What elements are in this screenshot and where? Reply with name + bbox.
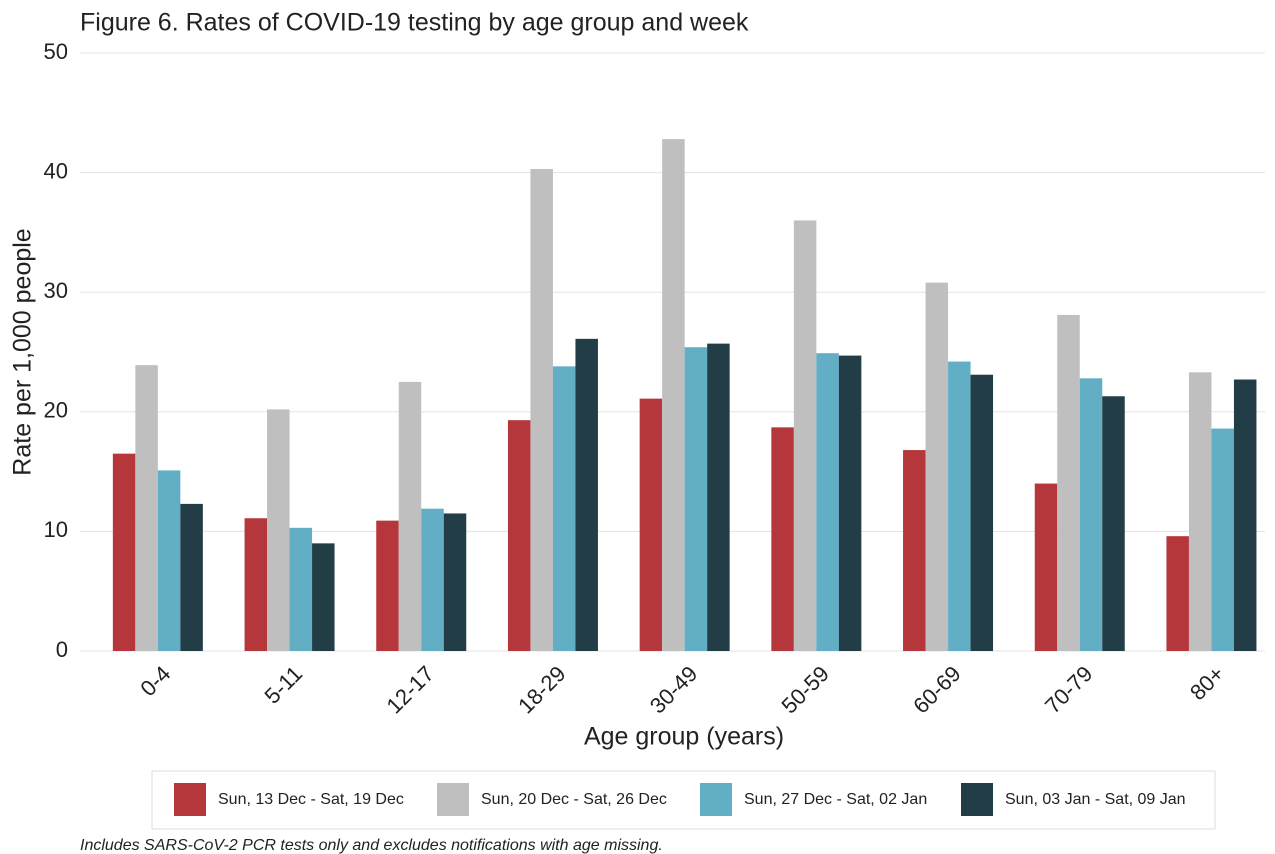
bar — [530, 169, 553, 651]
x-tick-label: 30-49 — [645, 661, 702, 718]
y-tick-label: 0 — [56, 637, 68, 662]
bar — [552, 366, 576, 651]
footnote: Includes SARS-CoV-2 PCR tests only and e… — [80, 837, 663, 854]
legend-swatch — [174, 783, 206, 816]
legend-label: Sun, 13 Dec - Sat, 19 Dec — [218, 791, 404, 808]
bar — [575, 338, 598, 651]
bar — [1102, 396, 1125, 651]
y-tick-label: 20 — [44, 398, 68, 423]
bar — [707, 343, 730, 651]
bar — [398, 381, 422, 651]
bar — [684, 347, 708, 651]
legend-swatch — [437, 783, 469, 816]
bar — [244, 518, 268, 651]
legend-box — [151, 770, 1216, 830]
bar — [376, 520, 399, 651]
bar — [903, 450, 926, 651]
bar — [1166, 536, 1189, 651]
bar — [639, 398, 663, 651]
bar — [771, 427, 794, 651]
bar — [925, 282, 949, 651]
bar — [507, 420, 531, 651]
bar — [816, 353, 839, 651]
bar — [1233, 379, 1257, 651]
y-axis-title: Rate per 1,000 people — [9, 228, 37, 475]
x-tick-label: 0-4 — [135, 661, 175, 701]
bar — [793, 220, 817, 651]
bar — [421, 508, 444, 651]
y-tick-label: 50 — [44, 39, 68, 64]
bar — [289, 527, 313, 651]
x-tick-label: 18-29 — [513, 661, 570, 718]
bar — [1079, 378, 1103, 651]
bar — [838, 355, 862, 651]
y-tick-label: 40 — [44, 158, 68, 183]
legend-swatch — [961, 783, 993, 816]
y-tick-label: 10 — [44, 517, 68, 542]
x-tick-label: 50-59 — [777, 661, 834, 718]
bar — [1057, 314, 1080, 651]
bar — [312, 543, 335, 651]
bar — [135, 365, 158, 651]
x-tick-label: 80+ — [1185, 661, 1229, 705]
bar — [157, 470, 181, 651]
bar — [112, 453, 136, 651]
x-tick-label: 70-79 — [1040, 661, 1097, 718]
bar — [1211, 428, 1234, 651]
bar — [443, 513, 467, 651]
x-tick-label: 60-69 — [908, 661, 965, 718]
bar — [1034, 483, 1058, 651]
x-tick-label: 5-11 — [260, 661, 308, 709]
bar — [180, 503, 203, 651]
legend-label: Sun, 27 Dec - Sat, 02 Jan — [744, 791, 927, 808]
bar — [267, 409, 290, 651]
x-tick-label: 12-17 — [381, 661, 438, 718]
legend-label: Sun, 03 Jan - Sat, 09 Jan — [1005, 791, 1186, 808]
chart-title: Figure 6. Rates of COVID-19 testing by a… — [80, 9, 749, 37]
bar — [948, 361, 971, 651]
legend-label: Sun, 20 Dec - Sat, 26 Dec — [481, 791, 667, 808]
bar — [662, 139, 685, 651]
y-tick-label: 30 — [44, 278, 68, 303]
x-axis-title: Age group (years) — [584, 723, 784, 751]
bar — [970, 374, 994, 651]
bar — [1188, 372, 1212, 651]
legend-swatch — [700, 783, 732, 816]
